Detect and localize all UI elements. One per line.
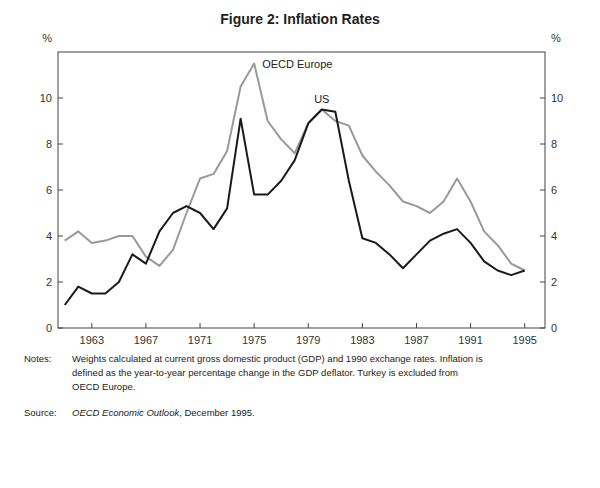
y-tick: [58, 236, 63, 237]
x-tick-label: 1975: [242, 334, 266, 346]
y2-tick: [540, 98, 545, 99]
y-tick: [58, 144, 63, 145]
y2-tick: [540, 328, 545, 329]
notes-body: Weights calculated at current gross dome…: [72, 353, 483, 392]
y-tick: [58, 328, 63, 329]
y-tick-label: 0: [46, 322, 52, 334]
y2-tick: [540, 144, 545, 145]
x-tick-label: 1963: [80, 334, 104, 346]
x-tick-label: 1995: [512, 334, 536, 346]
series-line: [65, 110, 525, 306]
y2-tick-label: 6: [551, 184, 557, 196]
x-tick-label: 1991: [458, 334, 482, 346]
x-tick: [200, 323, 201, 328]
y2-tick: [540, 236, 545, 237]
chart: Figure 2: Inflation Rates%% 0 2 4 6 8 10 0 2 4 6 8 1…: [0, 0, 600, 488]
y-tick-label: 4: [46, 230, 52, 242]
y-tick: [58, 282, 63, 283]
source-text: OECD Economic Outlook, December 1995.: [72, 407, 255, 418]
source-rest: , December 1995.: [179, 407, 255, 418]
notes-line: defined as the year-to-year percentage c…: [72, 367, 458, 378]
plot-area: [65, 64, 525, 306]
x-tick-label: 1967: [134, 334, 158, 346]
x-tick-label: 1987: [404, 334, 428, 346]
y2-tick-label: 8: [551, 138, 557, 150]
x-tick: [308, 323, 309, 328]
source-label: Source:: [24, 407, 57, 418]
y-tick-label: 2: [46, 276, 52, 288]
plot-frame: [58, 52, 545, 328]
x-tick: [362, 323, 363, 328]
x-tick: [470, 323, 471, 328]
x-tick-label: 1983: [350, 334, 374, 346]
x-tick-label: 1971: [188, 334, 212, 346]
series-labels: OECD Europe US: [262, 58, 332, 105]
series-line: [65, 64, 525, 271]
y-tick-label: 10: [40, 92, 52, 104]
y2-tick-label: 2: [551, 276, 557, 288]
y-tick-label: 6: [46, 184, 52, 196]
series-label: OECD Europe: [262, 58, 332, 70]
y-axis-label: %: [42, 32, 52, 44]
y2-tick: [540, 282, 545, 283]
x-tick: [91, 323, 92, 328]
y2-tick-label: 0: [551, 322, 557, 334]
y2-tick: [540, 190, 545, 191]
source-title: OECD Economic Outlook: [72, 407, 180, 418]
series-label: US: [314, 93, 329, 105]
y-tick: [58, 190, 63, 191]
notes-line: Weights calculated at current gross dome…: [72, 353, 483, 364]
notes-label: Notes:: [24, 353, 51, 364]
x-tick-label: 1979: [296, 334, 320, 346]
x-tick: [416, 323, 417, 328]
y2-axis-label: %: [551, 32, 561, 44]
title: Figure 2: Inflation Rates: [220, 11, 380, 27]
y2-tick-label: 4: [551, 230, 557, 242]
y2-tick-label: 10: [551, 92, 563, 104]
y-tick: [58, 98, 63, 99]
x-tick: [145, 323, 146, 328]
x-tick: [524, 323, 525, 328]
y-tick-label: 8: [46, 138, 52, 150]
notes-line: OECD Europe.: [72, 381, 135, 392]
x-tick: [254, 323, 255, 328]
